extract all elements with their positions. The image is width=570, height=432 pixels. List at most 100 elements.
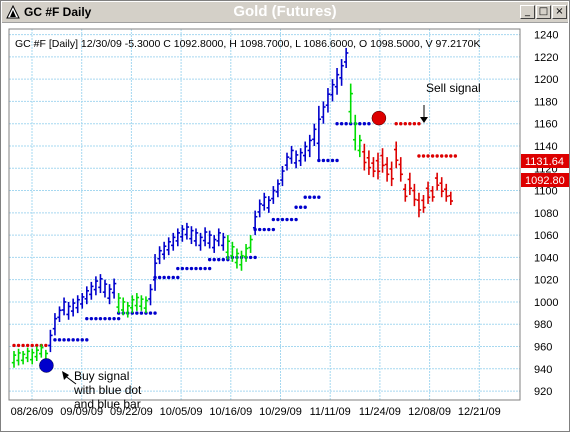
red-stop-dot (440, 154, 444, 158)
blue-stop-dot (344, 121, 348, 126)
green-price-bar (11, 350, 17, 368)
blue-stop-dot (335, 158, 339, 163)
red-stop-dot (421, 154, 426, 158)
blue-stop-dot (285, 217, 289, 222)
blue-stop-dot (317, 195, 321, 199)
green-price-bar (116, 293, 121, 314)
blue-price-bar (339, 59, 344, 86)
red-price-bar (448, 191, 453, 206)
x-tick-label: 10/16/09 (209, 406, 252, 418)
blue-stop-dot (212, 257, 216, 262)
red-price-bar (421, 195, 426, 213)
red-price-bar (371, 157, 376, 178)
blue-price-bar (284, 152, 290, 171)
green-price-bar (20, 350, 26, 365)
red-stop-dot (35, 343, 39, 348)
blue-price-bar (107, 284, 112, 305)
blue-price-bar (207, 230, 212, 249)
title-bar[interactable]: GC #F Daily Gold (Futures) _ □ × (2, 2, 568, 23)
blue-price-bar (312, 123, 317, 146)
blue-stop-dot (185, 266, 189, 271)
blue-stop-dot (80, 338, 84, 342)
blue-stop-dot (253, 255, 257, 260)
blue-price-bar (293, 150, 299, 169)
lower-price-tag: 1092.80 (521, 173, 569, 187)
blue-price-bar (343, 47, 349, 68)
price-chart: GC #F [Daily] 12/30/09 -5.3000 C 1092.80… (8, 28, 569, 418)
red-price-bar (366, 150, 372, 175)
blue-stop-dot (298, 205, 303, 209)
blue-stop-dot (330, 158, 335, 163)
blue-price-bar (80, 293, 85, 309)
maximize-button[interactable]: □ (536, 5, 551, 19)
x-tick-label: 11/24/09 (359, 406, 401, 418)
blue-stop-dot (276, 217, 280, 222)
blue-stop-dot (107, 316, 112, 321)
green-price-bar (243, 244, 249, 262)
y-tick-label: 1180 (534, 96, 558, 108)
red-stop-dot (449, 154, 453, 158)
close-button[interactable]: × (552, 5, 567, 19)
blue-price-bar (161, 241, 167, 260)
green-price-bar (130, 295, 135, 314)
red-price-bar (389, 161, 394, 187)
blue-stop-dot (367, 121, 371, 126)
red-stop-dot (399, 121, 403, 126)
blue-stop-dot (98, 316, 103, 321)
blue-price-bar (303, 141, 308, 162)
blue-price-bar (202, 227, 208, 247)
blue-price-bar (271, 186, 276, 204)
blue-price-bar (189, 226, 194, 245)
red-price-bar (380, 148, 385, 173)
stop-dots (12, 121, 458, 348)
blue-stop-dot (94, 316, 98, 321)
red-price-bar (425, 181, 431, 204)
green-price-bar (248, 235, 253, 253)
red-price-bar (407, 172, 413, 196)
red-stop-dot (394, 121, 398, 126)
sell-signal-label: Sell signal (426, 81, 481, 95)
lower-price-tag-text: 1092.80 (525, 175, 565, 187)
green-price-bar (353, 114, 358, 151)
app-icon (6, 5, 20, 19)
red-price-bar (412, 183, 417, 207)
y-tick-label: 980 (534, 319, 552, 331)
blue-stop-dot (303, 205, 307, 209)
blue-stop-dot (62, 338, 66, 342)
blue-stop-dot (312, 195, 316, 199)
blue-price-bar (171, 232, 176, 251)
x-tick-label: 09/09/09 (60, 406, 103, 418)
blue-price-bar (321, 101, 326, 124)
buy-signal-label-3: and blue bar (74, 397, 141, 411)
minimize-button[interactable]: _ (520, 5, 535, 19)
price-bars (11, 47, 453, 368)
blue-price-bar (84, 286, 89, 305)
y-axis-labels: 9209409609801000102010401060108011001120… (534, 30, 558, 399)
blue-price-bar (152, 254, 158, 291)
green-price-bar (234, 248, 240, 269)
green-price-bar (143, 296, 149, 314)
blue-stop-dot (53, 338, 57, 342)
blue-price-bar (175, 228, 180, 247)
buy-signal-dot (39, 358, 54, 373)
blue-stop-dot (135, 311, 139, 315)
blue-price-bar (275, 179, 281, 198)
blue-price-bar (57, 306, 62, 323)
red-stop-dot (12, 343, 16, 348)
blue-stop-dot (207, 266, 212, 271)
blue-stop-dot (203, 266, 207, 271)
sell-arrow-head (420, 117, 428, 123)
red-price-bar (444, 183, 449, 202)
blue-price-bar (75, 295, 80, 314)
blue-price-bar (102, 279, 108, 298)
blue-price-bar (180, 225, 185, 242)
blue-price-bar (98, 274, 103, 294)
red-price-bar (416, 192, 422, 218)
y-tick-label: 1160 (534, 119, 558, 131)
blue-stop-dot (157, 275, 162, 280)
blue-stop-dot (153, 311, 157, 315)
x-tick-label: 11/11/09 (310, 406, 351, 418)
blue-stop-dot (85, 316, 89, 321)
green-price-bar (125, 301, 130, 318)
y-tick-label: 960 (534, 342, 552, 354)
